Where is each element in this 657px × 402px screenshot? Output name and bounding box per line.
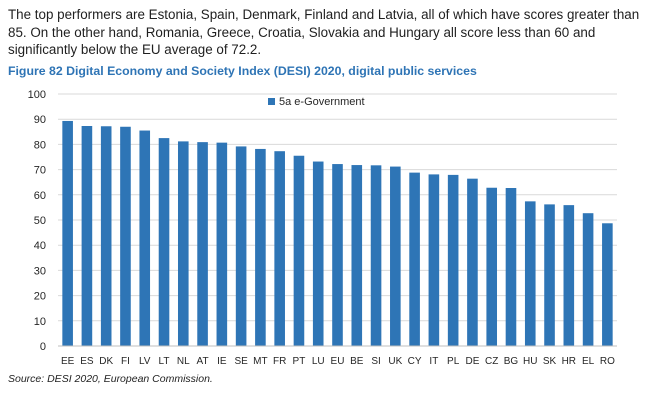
- bar-lt: [158, 138, 170, 346]
- x-tick-label: FI: [121, 356, 130, 367]
- bar-pl: [447, 174, 459, 346]
- bar-bg: [505, 188, 517, 346]
- x-tick-label: HR: [562, 356, 576, 367]
- bar-se: [235, 146, 247, 346]
- bar-nl: [177, 141, 189, 346]
- bar-hu: [524, 201, 536, 346]
- x-tick-label: EL: [582, 356, 595, 367]
- bar-pt: [293, 155, 305, 346]
- x-tick-label: AT: [197, 356, 209, 367]
- x-tick-label: SK: [543, 356, 557, 367]
- y-tick-label: 20: [34, 291, 46, 303]
- x-tick-label: IE: [217, 356, 227, 367]
- source-note: Source: DESI 2020, European Commission.: [8, 373, 213, 385]
- x-tick-label: SE: [234, 356, 248, 367]
- x-tick-label: BE: [350, 356, 364, 367]
- y-tick-label: 80: [34, 139, 46, 151]
- x-tick-label: PL: [447, 356, 460, 367]
- x-tick-label: NL: [177, 356, 190, 367]
- bar-cy: [409, 172, 420, 346]
- legend-swatch: [268, 98, 275, 105]
- x-tick-label: EE: [61, 356, 75, 367]
- x-tick-label: LV: [139, 356, 151, 367]
- y-tick-label: 70: [34, 165, 46, 177]
- bar-mt: [255, 148, 266, 346]
- y-tick-label: 40: [34, 240, 46, 252]
- y-tick-label: 0: [40, 341, 46, 353]
- legend-label: 5a e-Government: [279, 96, 365, 108]
- bar-el: [582, 213, 594, 346]
- x-tick-label: FR: [273, 356, 286, 367]
- x-tick-label: CZ: [485, 356, 498, 367]
- y-tick-label: 60: [34, 190, 46, 202]
- bar-sk: [544, 204, 555, 346]
- x-tick-label: UK: [388, 356, 402, 367]
- bar-hr: [563, 205, 575, 346]
- x-tick-label: DE: [465, 356, 479, 367]
- x-tick-label: ES: [80, 356, 94, 367]
- x-tick-label: CY: [408, 356, 422, 367]
- bar-ro: [602, 223, 613, 346]
- bar-es: [81, 126, 93, 346]
- bar-si: [370, 165, 382, 346]
- bar-lv: [139, 130, 151, 346]
- intro-paragraph: The top performers are Estonia, Spain, D…: [8, 7, 640, 57]
- bar-it: [428, 174, 440, 346]
- x-tick-label: LT: [159, 356, 170, 367]
- y-tick-label: 90: [34, 114, 46, 126]
- x-tick-label: IT: [429, 356, 438, 367]
- x-tick-label: HU: [523, 356, 537, 367]
- bar-lu: [312, 161, 324, 346]
- y-tick-label: 30: [34, 265, 46, 277]
- bar-be: [351, 165, 363, 346]
- bar-de: [467, 178, 478, 346]
- x-tick-label: DK: [99, 356, 113, 367]
- x-tick-label: MT: [253, 356, 267, 367]
- bar-ie: [216, 142, 228, 346]
- x-tick-label: LU: [312, 356, 325, 367]
- x-tick-label: PT: [293, 356, 306, 367]
- x-tick-label: SI: [371, 356, 380, 367]
- bar-uk: [390, 166, 401, 346]
- figure-title: Figure 82 Digital Economy and Society In…: [8, 64, 477, 78]
- x-tick-label: RO: [600, 356, 615, 367]
- bar-cz: [486, 187, 498, 346]
- x-tick-label: BG: [504, 356, 519, 367]
- bar-ee: [62, 120, 73, 347]
- x-tick-label: EU: [331, 356, 345, 367]
- y-tick-label: 100: [28, 89, 46, 101]
- bar-fr: [274, 151, 285, 346]
- bar-dk: [100, 126, 112, 346]
- bar-at: [197, 142, 208, 346]
- bar-fi: [120, 126, 131, 346]
- bar-eu: [332, 164, 343, 346]
- y-tick-label: 10: [34, 316, 46, 328]
- y-tick-label: 50: [34, 215, 46, 227]
